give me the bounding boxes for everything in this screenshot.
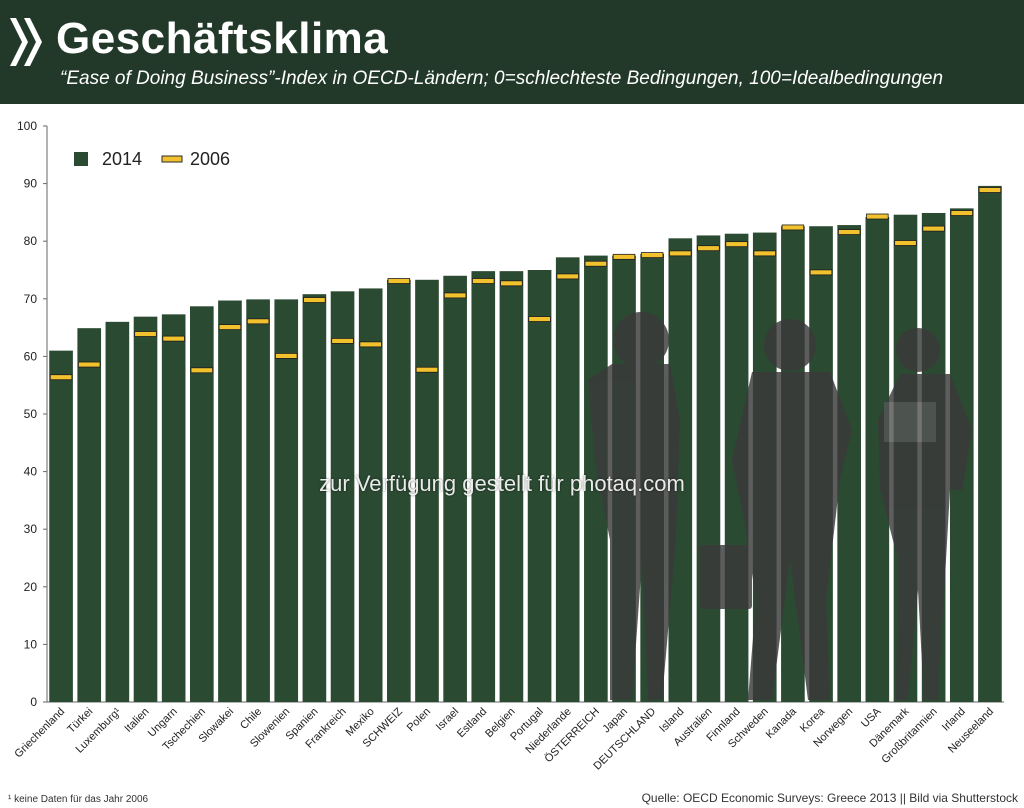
- silhouette-head-3: [896, 328, 940, 372]
- marker-2006: [246, 318, 270, 325]
- marker-2006: [528, 316, 551, 322]
- marker-2006: [77, 361, 101, 368]
- y-tick-label: 80: [24, 234, 38, 248]
- marker-2006: [866, 213, 889, 220]
- bar-2014: [443, 275, 467, 702]
- bar-2014: [330, 291, 355, 702]
- oecd-chevron-logo: [10, 18, 42, 66]
- bar-2014: [865, 217, 890, 702]
- bar-2014: [105, 321, 130, 702]
- watermark-text: zur Verfügung gestellt für photaq.com: [319, 471, 685, 496]
- marker-2006: [49, 374, 73, 381]
- chart-title: Geschäftsklima: [56, 14, 389, 63]
- bar-2014: [584, 255, 608, 702]
- marker-2006: [303, 297, 326, 303]
- y-tick-label: 40: [24, 465, 38, 479]
- bar-2014: [49, 350, 73, 702]
- bar-2014: [527, 270, 552, 702]
- legend-label-2006: 2006: [190, 149, 230, 169]
- y-tick-label: 90: [24, 177, 38, 191]
- legend-label-2014: 2014: [102, 149, 142, 169]
- x-tick-label: Estland: [455, 706, 489, 740]
- markers-2006: [49, 187, 1002, 381]
- bar-2014: [555, 257, 580, 702]
- header-banner: Geschäftsklima “Ease of Doing Business”-…: [0, 0, 1024, 104]
- marker-2006: [584, 260, 608, 267]
- bar-2014: [302, 294, 327, 702]
- bar-chart: 0 10 20 30 40 50 60 70 80 90 100 GriechenlandTürke…: [12, 119, 1004, 772]
- silhouette-body-1: [588, 364, 680, 700]
- marker-2006: [331, 338, 354, 344]
- marker-2006: [556, 273, 579, 280]
- bar-2014: [161, 314, 186, 702]
- legend-swatch-2014: [74, 152, 88, 166]
- marker-2006: [669, 250, 692, 257]
- marker-2006: [134, 331, 157, 337]
- footnote: ¹ keine Daten für das Jahr 2006: [8, 794, 149, 805]
- silhouette-folder: [884, 402, 936, 442]
- x-tick-label: USA: [859, 705, 884, 730]
- x-axis-labels: GriechenlandTürkeiLuxemburg¹ItalienUngar…: [12, 705, 996, 772]
- marker-2006: [837, 229, 861, 235]
- silhouette-head-1: [613, 312, 669, 368]
- bar-2014: [499, 271, 524, 702]
- marker-2006: [809, 269, 833, 276]
- x-tick-label: Kanada: [764, 705, 800, 741]
- business-people-silhouette: [588, 312, 972, 700]
- bar-2014: [77, 328, 102, 702]
- silhouette-head-2: [764, 319, 816, 371]
- y-tick-label: 70: [24, 292, 38, 306]
- bar-2014: [978, 185, 1002, 703]
- marker-2006: [415, 366, 439, 373]
- bar-2014: [133, 316, 158, 702]
- y-tick-label: 100: [17, 119, 37, 133]
- marker-2006: [950, 210, 974, 216]
- y-tick-label: 60: [24, 349, 38, 363]
- marker-2006: [162, 335, 185, 342]
- marker-2006: [922, 225, 945, 232]
- bars-2014: [49, 185, 1002, 703]
- bar-2014: [696, 235, 721, 702]
- y-tick-label: 50: [24, 407, 38, 421]
- marker-2006: [443, 292, 467, 299]
- bar-2014: [274, 299, 299, 702]
- bar-2014: [387, 279, 411, 702]
- bar-2014: [246, 299, 270, 702]
- marker-2006: [697, 245, 720, 252]
- silhouette-briefcase: [700, 545, 752, 609]
- marker-2006: [359, 341, 382, 348]
- y-tick-label: 30: [24, 522, 38, 536]
- marker-2006: [753, 250, 776, 257]
- bar-2014: [668, 238, 693, 702]
- marker-2006: [500, 280, 523, 287]
- marker-2006: [190, 367, 214, 374]
- chart-subtitle: “Ease of Doing Business”-Index in OECD-L…: [60, 68, 944, 89]
- marker-2006: [725, 241, 748, 248]
- bar-2014: [358, 288, 383, 702]
- silhouette-body-2: [732, 372, 852, 700]
- bar-2014: [837, 225, 862, 702]
- x-tick-label: Griechenland: [12, 706, 67, 761]
- legend: 2014 2006: [74, 149, 230, 169]
- x-tick-label: Polen: [405, 706, 433, 734]
- legend-swatch-2006: [161, 155, 183, 163]
- marker-2006: [218, 324, 242, 331]
- marker-2006: [612, 253, 636, 260]
- bar-2014: [415, 279, 439, 702]
- y-tick-label: 0: [30, 695, 37, 709]
- bar-2014: [218, 300, 242, 702]
- marker-2006: [781, 224, 805, 231]
- marker-2006: [894, 240, 917, 246]
- source-credit: Quelle: OECD Economic Surveys: Greece 20…: [641, 791, 1018, 805]
- marker-2006: [978, 187, 1002, 193]
- y-tick-label: 20: [24, 580, 38, 594]
- bar-2014: [471, 271, 496, 702]
- marker-2006: [387, 278, 411, 284]
- marker-2006: [275, 352, 298, 359]
- marker-2006: [640, 252, 664, 259]
- silhouette-body-3: [878, 374, 972, 700]
- marker-2006: [472, 278, 495, 284]
- bar-2014: [189, 306, 214, 702]
- y-tick-label: 10: [24, 637, 38, 651]
